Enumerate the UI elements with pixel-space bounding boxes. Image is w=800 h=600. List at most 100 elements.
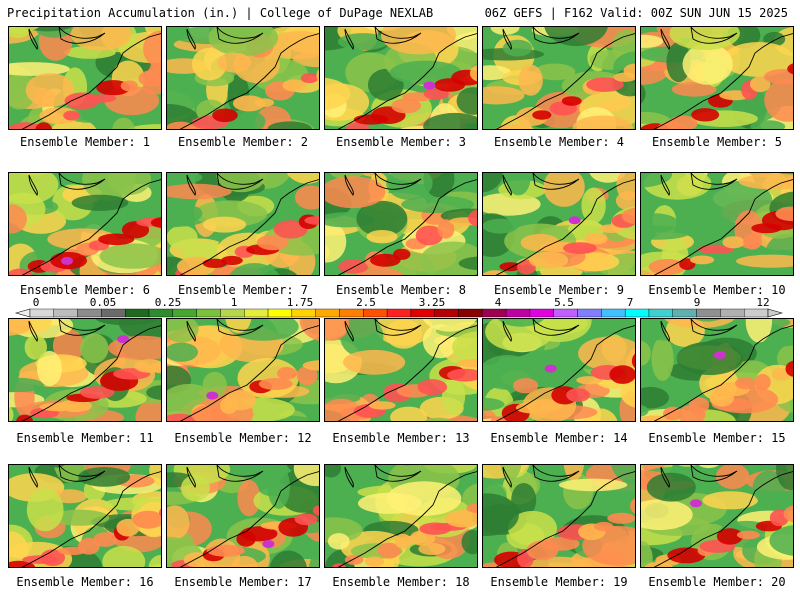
colorbar-segment [244,308,269,318]
great-lakes-outline [502,319,580,342]
great-lakes-outline [344,465,422,488]
coastline [653,325,793,421]
ensemble-map-20 [640,464,794,568]
colorbar-segment [386,308,412,318]
great-lakes-outline [502,27,580,50]
coastline [337,325,477,421]
colorbar-segment [196,308,221,318]
colorbar-segment [648,308,673,318]
colorbar-segment [291,308,316,318]
coastline [21,179,161,275]
precip-field [325,27,477,129]
colorbar-segment [148,308,174,318]
coastline [495,325,635,421]
member-caption: Ensemble Member: 10 [648,283,786,297]
colorbar-segment [743,308,769,318]
member-caption: Ensemble Member: 18 [332,575,470,589]
great-lakes-outline [344,173,422,196]
ensemble-map-17 [166,464,320,568]
great-lakes-outline [660,173,738,196]
colorbar-segment [482,308,507,318]
precip-field [641,465,793,567]
coastline [179,325,319,421]
precip-field [483,27,635,129]
ensemble-map-19 [482,464,636,568]
member-caption: Ensemble Member: 11 [16,431,154,445]
colorbar-segment [458,308,483,318]
great-lakes-outline [344,319,422,342]
member-caption: Ensemble Member: 3 [335,135,467,149]
coastline [653,33,793,129]
coastline [495,471,635,567]
colorbar-tick-label: 2.5 [356,296,376,309]
ensemble-map-6 [8,172,162,276]
colorbar-segment [315,308,340,318]
coastline [21,471,161,567]
ensemble-map-3 [324,26,478,130]
member-caption: Ensemble Member: 5 [651,135,783,149]
colorbar-tick-label: 3.25 [418,296,446,309]
member-caption: Ensemble Member: 20 [648,575,786,589]
great-lakes-outline [660,465,738,488]
ensemble-map-10 [640,172,794,276]
coastline [337,179,477,275]
member-caption: Ensemble Member: 1 [19,135,151,149]
ensemble-map-1 [8,26,162,130]
ensemble-map-11 [8,318,162,422]
great-lakes-outline [28,173,106,196]
member-caption: Ensemble Member: 19 [490,575,628,589]
colorbar-left-arrow [14,308,31,318]
colorbar-tick-label: 0 [32,296,40,309]
colorbar-segment [672,308,697,318]
colorbar-tick-label: 1 [230,296,238,309]
member-caption: Ensemble Member: 4 [493,135,625,149]
colorbar-segment [434,308,459,318]
precip-field [641,319,793,421]
colorbar-segment [101,308,126,318]
colorbar-tick-label: 1.75 [286,296,314,309]
colorbar-segment [125,308,150,318]
header-title: Precipitation Accumulation (in.) | Colle… [7,6,434,20]
great-lakes-outline [186,465,264,488]
precip-field [483,319,635,421]
ensemble-map-18 [324,464,478,568]
ensemble-map-5 [640,26,794,130]
precip-field [325,319,477,421]
member-caption: Ensemble Member: 14 [490,431,628,445]
colorbar-segment [220,308,245,318]
colorbar-tick-label: 5.5 [554,296,574,309]
colorbar-tick-label: 0.05 [89,296,117,309]
colorbar-segment [505,308,531,318]
ensemble-map-12 [166,318,320,422]
colorbar-tick-label: 0.25 [154,296,182,309]
coastline [21,33,161,129]
colorbar-segment [172,308,197,318]
ensemble-map-2 [166,26,320,130]
precip-field [641,173,793,275]
colorbar-segment [363,308,388,318]
ensemble-map-16 [8,464,162,568]
great-lakes-outline [28,319,106,342]
member-caption: Ensemble Member: 12 [174,431,312,445]
ensemble-map-7 [166,172,320,276]
colorbar-segment [410,308,435,318]
precip-field [167,319,319,421]
coastline [495,33,635,129]
ensemble-map-4 [482,26,636,130]
colorbar-segment [601,308,626,318]
member-caption: Ensemble Member: 8 [335,283,467,297]
great-lakes-outline [186,173,264,196]
precip-field [483,173,635,275]
colorbar-right-arrow [767,308,784,318]
colorbar-segment [720,308,745,318]
precip-field [167,173,319,275]
colorbar-segment [339,308,364,318]
great-lakes-outline [660,319,738,342]
colorbar-segment [553,308,578,318]
precip-field [9,27,161,129]
coastline [179,33,319,129]
member-caption: Ensemble Member: 15 [648,431,786,445]
ensemble-map-9 [482,172,636,276]
colorbar-segment [696,308,721,318]
coastline [21,325,161,421]
